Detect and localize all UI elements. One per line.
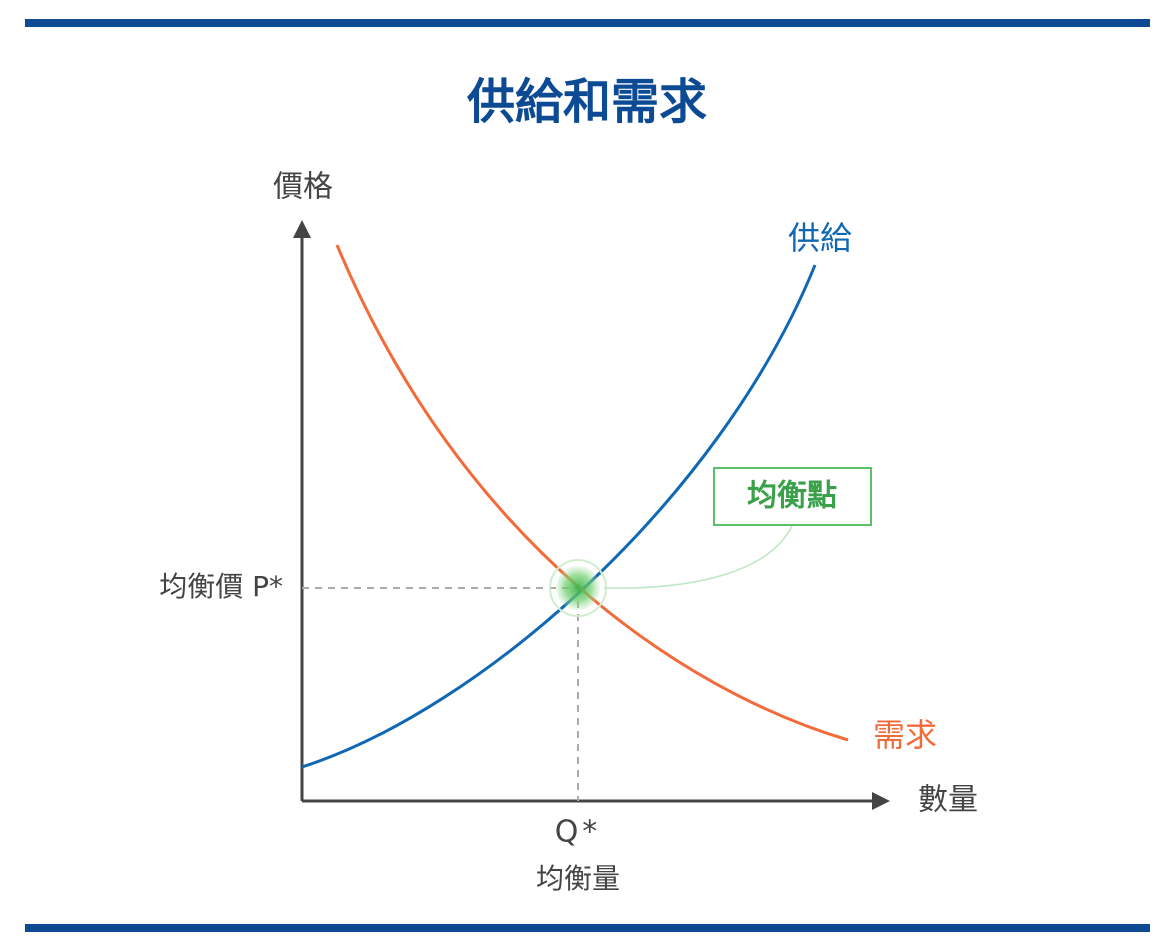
supply-label: 供給	[788, 219, 852, 257]
x-arrow	[872, 792, 890, 810]
callout-line	[603, 525, 793, 589]
price-label: 均衡價 P*	[159, 570, 283, 603]
equilibrium-point	[556, 566, 600, 610]
quantity-label: 均衡量	[536, 862, 620, 895]
callout-label: 均衡點	[747, 479, 837, 514]
callout-box	[713, 467, 872, 526]
y-axis-label: 價格	[273, 170, 333, 205]
quantity-symbol: Q*	[555, 815, 602, 850]
demand-label: 需求	[873, 716, 937, 754]
bottom-bar	[25, 924, 1150, 932]
title: 供給和需求	[467, 74, 707, 130]
top-bar	[25, 19, 1150, 27]
y-arrow	[293, 220, 311, 238]
x-axis-label: 數量	[918, 783, 978, 818]
